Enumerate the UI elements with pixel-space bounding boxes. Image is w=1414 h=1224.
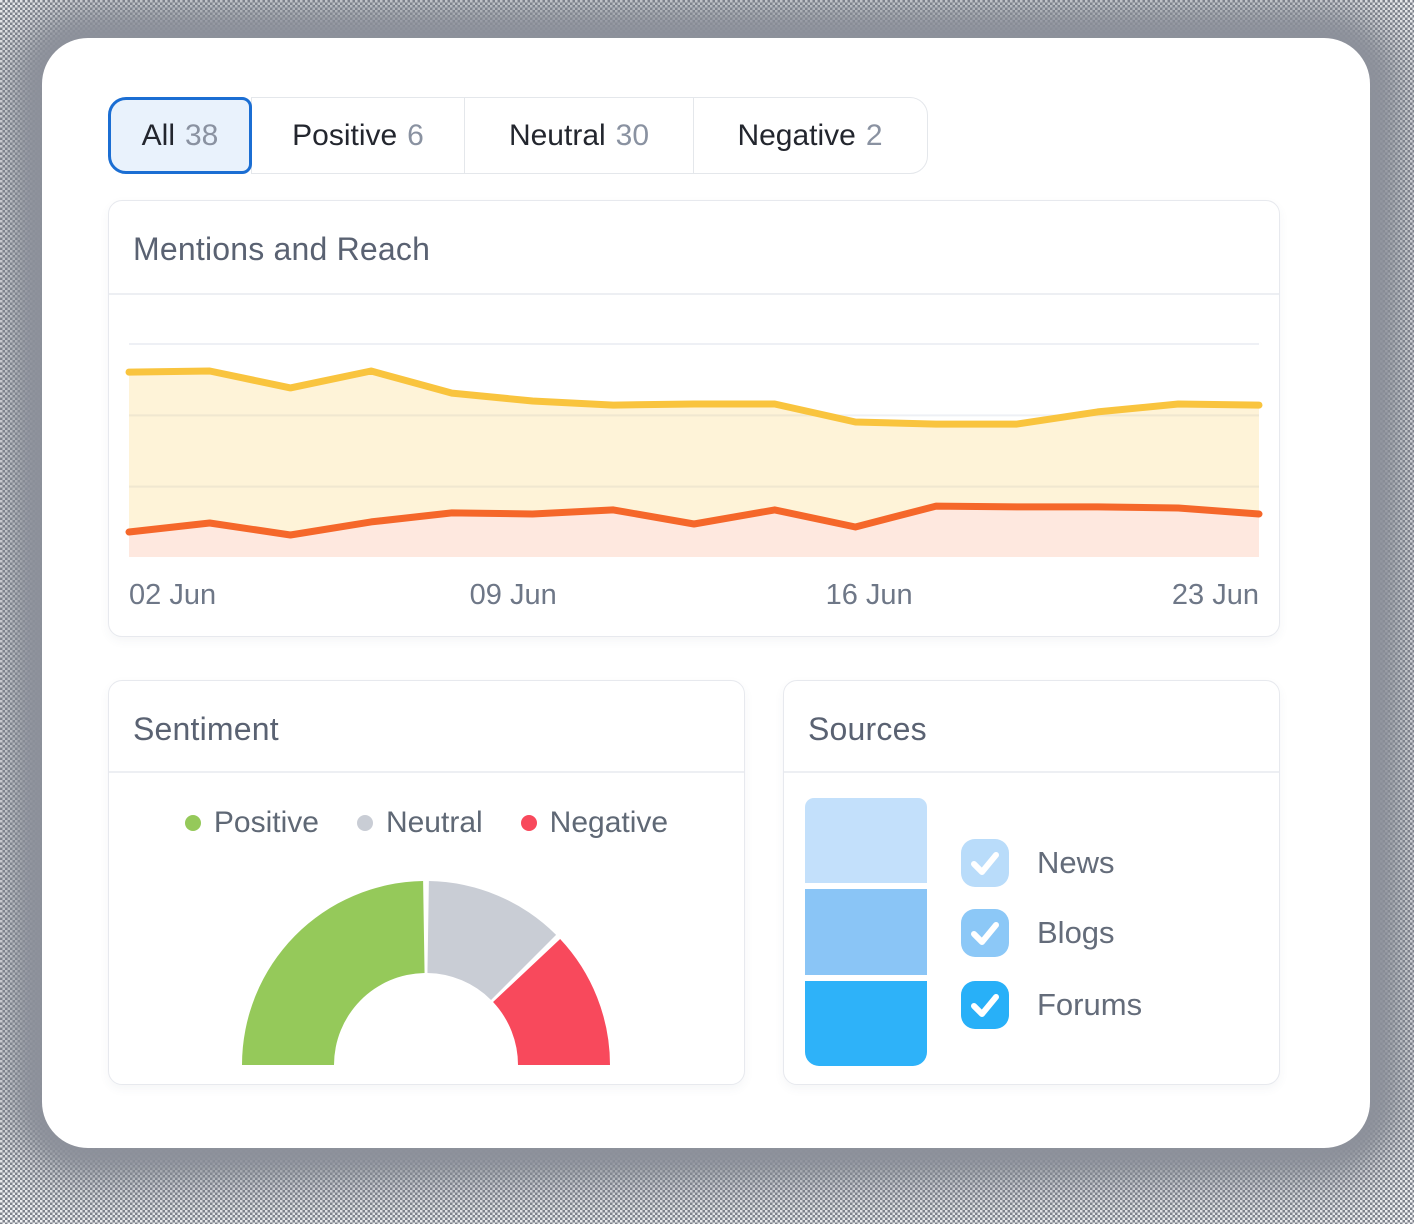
tab-all[interactable]: All 38 (108, 97, 252, 174)
legend-item-negative[interactable]: Negative (520, 806, 669, 840)
tab-all-label: All (141, 118, 175, 152)
check-icon (971, 922, 999, 945)
sentiment-gauge-chart (242, 881, 610, 1065)
mentions-reach-title: Mentions and Reach (133, 231, 431, 267)
legend-item-neutral[interactable]: Neutral (356, 806, 483, 840)
bar-segment-news (805, 798, 927, 884)
tab-positive[interactable]: Positive 6 (250, 97, 466, 174)
legend-negative-label: Negative (549, 806, 669, 839)
news-label: News (1037, 845, 1115, 880)
x-tick-02jun: 02 Jun (129, 579, 217, 611)
tab-neutral[interactable]: Neutral 30 (464, 97, 694, 174)
mentions-reach-chart (125, 343, 1263, 557)
source-row-news: News (961, 839, 1115, 887)
mentions-reach-card: Mentions and Reach 02 Jun 09 Jun 16 Jun … (108, 200, 1280, 637)
check-icon (971, 994, 999, 1017)
area-chart-svg (125, 343, 1263, 557)
negative-dot-icon (520, 815, 537, 831)
sentiment-title: Sentiment (133, 711, 279, 747)
tab-negative[interactable]: Negative 2 (692, 97, 928, 174)
bar-segment-forums (805, 980, 927, 1066)
sentiment-filter-tabs: All 38 Positive 6 Neutral 30 Negative 2 (108, 97, 928, 174)
card-divider (109, 771, 744, 773)
source-row-blogs: Blogs (961, 909, 1115, 957)
sentiment-legend: Positive Neutral Negative (109, 801, 744, 845)
bar-segment-blogs (805, 889, 927, 975)
sources-stacked-bar (805, 798, 927, 1066)
sentiment-card: Sentiment Positive Neutral Negative (108, 680, 745, 1085)
card-divider (109, 293, 1279, 295)
tab-negative-label: Negative (737, 118, 856, 152)
tab-positive-count: 6 (407, 118, 424, 152)
tab-positive-label: Positive (292, 118, 398, 152)
app-window: All 38 Positive 6 Neutral 30 Negative 2 … (42, 38, 1370, 1148)
sources-card: Sources News Blogs (783, 680, 1280, 1085)
legend-item-positive[interactable]: Positive (184, 806, 319, 840)
x-tick-09jun: 09 Jun (469, 579, 557, 611)
tab-all-count: 38 (184, 118, 219, 152)
blogs-label: Blogs (1037, 915, 1115, 950)
x-tick-23jun: 23 Jun (1171, 579, 1259, 611)
x-axis: 02 Jun 09 Jun 16 Jun 23 Jun (129, 579, 1259, 619)
card-divider (784, 771, 1279, 773)
blogs-checkbox[interactable] (961, 909, 1009, 957)
legend-positive-label: Positive (213, 806, 319, 839)
source-row-forums: Forums (961, 981, 1142, 1029)
tab-neutral-label: Neutral (508, 118, 606, 152)
x-tick-16jun: 16 Jun (825, 579, 913, 611)
neutral-dot-icon (356, 815, 373, 831)
forums-checkbox[interactable] (961, 981, 1009, 1029)
positive-dot-icon (184, 815, 201, 831)
check-icon (971, 852, 999, 875)
forums-label: Forums (1037, 987, 1143, 1022)
tab-neutral-count: 30 (615, 118, 650, 152)
news-checkbox[interactable] (961, 839, 1009, 887)
sources-title: Sources (808, 711, 927, 747)
tab-negative-count: 2 (865, 118, 883, 152)
legend-neutral-label: Neutral (385, 806, 483, 839)
